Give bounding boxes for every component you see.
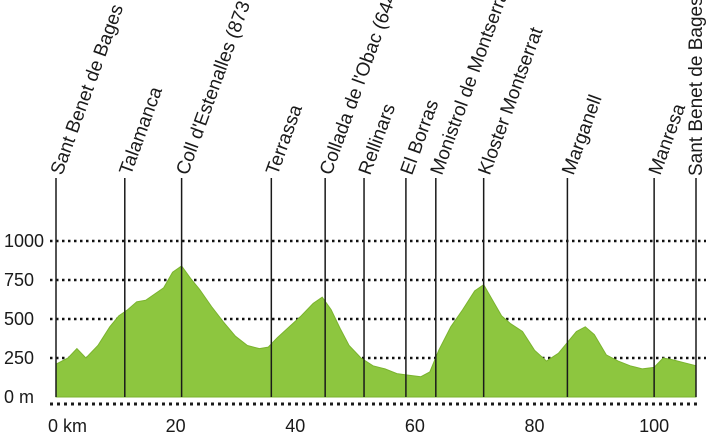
waypoint-label: Sant Benet de Bages — [47, 2, 128, 178]
y-tick-label: 1000 — [4, 231, 44, 251]
x-axis-ticks: 0 km 20 40 60 80 100 — [48, 416, 669, 436]
x-tick-label: 60 — [405, 416, 425, 436]
x-tick-label: 80 — [524, 416, 544, 436]
y-axis-ticks: 1000 750 500 250 0 m — [4, 231, 44, 407]
waypoint-label: Talamanca — [116, 84, 167, 178]
x-tick-label: 40 — [285, 416, 305, 436]
waypoint-label: Terrassa — [262, 102, 307, 178]
y-tick-label: 250 — [4, 348, 34, 368]
waypoint-label: Rellinars — [355, 101, 400, 178]
waypoint-label: Marganell — [558, 92, 606, 178]
x-tick-label: 0 km — [48, 416, 87, 436]
elevation-profile-area — [55, 265, 697, 398]
waypoint-label: Coll d'Estenalles (873 m) — [173, 0, 265, 178]
waypoint-label: Sant Benet de Bages — [686, 0, 707, 176]
x-tick-label: 20 — [166, 416, 186, 436]
waypoint-markers — [55, 178, 697, 397]
y-tick-label: 0 m — [4, 387, 34, 407]
y-tick-label: 500 — [4, 309, 34, 329]
x-tick-label: 100 — [639, 416, 669, 436]
waypoint-label: Manresa — [645, 101, 690, 178]
y-tick-label: 750 — [4, 270, 34, 290]
